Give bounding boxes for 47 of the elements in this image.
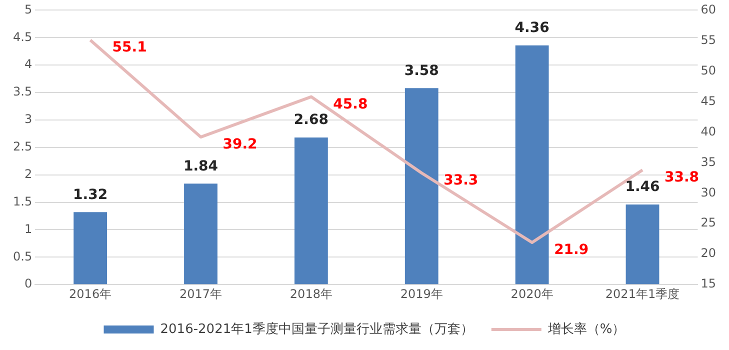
y2-tick-label: 50 xyxy=(700,63,716,78)
y-tick-label: 3 xyxy=(24,112,32,126)
data-label: 33.8 xyxy=(664,170,700,186)
y2-tick-label: 60 xyxy=(700,2,716,16)
x-tick-label: 2016年 xyxy=(69,286,112,301)
bar xyxy=(294,138,328,284)
data-label: 3.58 xyxy=(404,62,439,79)
y-tick-label: 0 xyxy=(24,276,32,291)
y2-tick-label: 45 xyxy=(700,94,716,108)
x-tick-label: 2019年 xyxy=(400,286,443,301)
data-label: 21.9 xyxy=(554,242,589,258)
y-tick-label: 2.5 xyxy=(12,140,32,154)
y-tick-label: 4 xyxy=(24,57,32,72)
y-tick-label: 5 xyxy=(24,2,32,16)
y-tick-label: 1.5 xyxy=(12,194,32,208)
data-label: 45.8 xyxy=(333,96,368,112)
y2-tick-label: 15 xyxy=(700,276,716,291)
x-tick-label: 2021年1季度 xyxy=(605,286,680,301)
legend-label: 2016-2021年1季度中国量子测量行业需求量（万套） xyxy=(160,320,474,337)
x-tick-label: 2018年 xyxy=(290,286,332,301)
bar xyxy=(515,45,549,284)
data-label: 1.84 xyxy=(183,158,218,174)
y2-tick-label: 20 xyxy=(700,246,716,260)
y2-tick-label: 55 xyxy=(700,32,716,47)
bar xyxy=(626,204,660,284)
data-label: 55.1 xyxy=(112,40,147,56)
y2-tick-label: 30 xyxy=(700,185,716,200)
y-tick-label: 0.5 xyxy=(12,249,32,264)
legend-label: 增长率（%） xyxy=(546,320,626,337)
y2-tick-label: 25 xyxy=(700,216,716,230)
data-label: 39.2 xyxy=(222,136,258,153)
data-label: 2.68 xyxy=(294,112,328,128)
x-tick-label: 2017年 xyxy=(179,286,222,301)
data-label: 1.46 xyxy=(625,179,660,196)
bar xyxy=(74,212,108,284)
y2-tick-label: 40 xyxy=(700,124,716,138)
data-label: 33.3 xyxy=(444,172,478,189)
y-tick-label: 1 xyxy=(24,222,32,236)
y-tick-label: 2 xyxy=(24,166,32,181)
data-label: 1.32 xyxy=(73,186,108,203)
y-tick-label: 4.5 xyxy=(12,30,32,44)
x-tick-label: 2020年 xyxy=(510,286,554,301)
bar xyxy=(184,184,218,284)
data-label: 4.36 xyxy=(514,20,550,36)
y2-tick-label: 35 xyxy=(700,154,716,169)
bar xyxy=(404,88,438,284)
y-tick-label: 3.5 xyxy=(12,84,32,99)
